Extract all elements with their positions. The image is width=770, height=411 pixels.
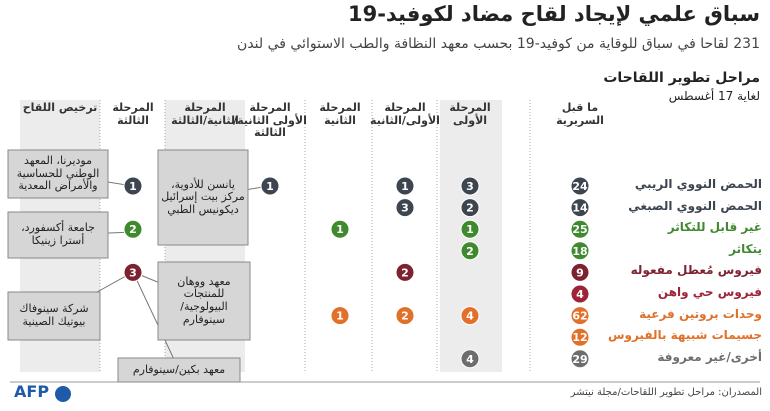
source: المصدران: مراحل تطوير اللقاحات/مجلة نيتش… xyxy=(570,387,762,398)
row-label: يتكاثر xyxy=(729,241,762,256)
count: 25 xyxy=(572,223,587,236)
row-label: أخرى/غير معروفة xyxy=(657,349,762,364)
count-circle xyxy=(570,262,590,282)
count: 12 xyxy=(572,331,587,344)
row-label: الحمض النووي الريبي xyxy=(634,177,762,191)
column-header: المرحلة الأولى/الثانية xyxy=(370,101,440,127)
count-circle xyxy=(570,284,590,304)
count-circle xyxy=(570,198,590,218)
row-label: وحدات بروتين فرعية xyxy=(639,306,762,321)
count-circle xyxy=(460,306,480,326)
count: 2 xyxy=(401,310,409,323)
row-label: الحمض النووي الصبغي xyxy=(628,198,762,213)
count: 1 xyxy=(336,310,344,323)
section-title: مراحل تطوير اللقاحات xyxy=(603,70,760,86)
count: 1 xyxy=(466,223,474,236)
logo-dot xyxy=(55,386,71,402)
count-circle xyxy=(570,176,590,196)
count: 2 xyxy=(401,266,409,279)
count-circle xyxy=(460,241,480,261)
count-circle xyxy=(395,198,415,218)
callout-text: معهد ووهان للمنتجات البيولوجية/ سينوفارم xyxy=(177,274,231,326)
count: 29 xyxy=(572,353,587,366)
count: 2 xyxy=(466,202,474,215)
count: 1 xyxy=(401,180,409,193)
callout-text: جامعة أكسفورد، أسترا زينيكا xyxy=(21,221,95,247)
callout-box xyxy=(157,149,249,246)
count: 1 xyxy=(266,180,274,193)
count-circle xyxy=(123,262,143,282)
count: 24 xyxy=(572,180,588,193)
count: 1 xyxy=(336,223,344,236)
count-circle xyxy=(570,241,590,261)
callout-box xyxy=(7,149,109,199)
date: لغاية 17 أغسطس xyxy=(668,89,760,103)
count: 18 xyxy=(572,245,587,258)
count-circle xyxy=(330,219,350,239)
callout-box xyxy=(157,261,251,341)
column-header: المرحلة الثانية xyxy=(319,101,361,127)
count-circle xyxy=(570,306,590,326)
count-circle xyxy=(260,176,280,196)
count: 4 xyxy=(576,288,584,301)
column-header: المرحلة الثانية/الثالثة xyxy=(171,101,239,127)
row-label: فيروس حي واهن xyxy=(657,285,762,299)
count-circle xyxy=(330,306,350,326)
count: 2 xyxy=(129,223,137,236)
callout-text: موديرنا، المعهد الوطني للحساسية والأمراض… xyxy=(16,154,100,193)
column-header: المرحلة الأولى الثانية/الثالثة xyxy=(233,101,307,140)
count: 3 xyxy=(401,202,409,215)
callout-leader xyxy=(132,271,180,371)
callout-text: معهد بكين/سينوفارم xyxy=(132,362,226,376)
subtitle: 231 لقاحا في سباق للوقاية من كوفيد-19 بح… xyxy=(237,36,760,52)
count-circle xyxy=(460,198,480,218)
count-circle xyxy=(460,219,480,239)
row-label: جسيمات شبيهة بالفيروس xyxy=(607,328,762,343)
logo: AFP xyxy=(14,382,50,401)
callout-text: يانسن للأدوية، مركز بيت إسرائيل ديكونيس … xyxy=(161,177,245,216)
count-circle xyxy=(570,349,590,369)
count-circle xyxy=(395,176,415,196)
title: سباق علمي لإيجاد لقاح مضاد لكوفيد-19 xyxy=(347,2,760,26)
count: 62 xyxy=(572,310,587,323)
count-circle xyxy=(395,262,415,282)
row-label: غير قابل للتكاثر xyxy=(667,220,762,235)
callout-box xyxy=(117,357,241,383)
column-header: المرحلة الثالثة xyxy=(112,101,154,127)
column-header: ترخيص اللقاح xyxy=(22,101,98,114)
count: 4 xyxy=(466,353,474,366)
column-header: ما قبل السريرية xyxy=(556,101,604,127)
count-circle xyxy=(123,219,143,239)
callout-box xyxy=(7,211,109,259)
count-circle xyxy=(460,176,480,196)
count: 2 xyxy=(466,245,474,258)
count: 1 xyxy=(129,180,137,193)
count: 4 xyxy=(466,310,474,323)
count: 3 xyxy=(466,180,474,193)
callout-box xyxy=(7,291,101,341)
count: 14 xyxy=(572,202,588,215)
count: 9 xyxy=(576,266,584,279)
row-label: فيروس مُعطل مفعوله xyxy=(630,263,762,278)
callout-text: شركة سينوفاك بيوتيك الصينية xyxy=(19,302,89,328)
count: 3 xyxy=(129,266,137,279)
count-circle xyxy=(123,176,143,196)
count-circle xyxy=(460,349,480,369)
count-circle xyxy=(395,306,415,326)
column-header: المرحلة الأولى xyxy=(449,101,491,127)
count-circle xyxy=(570,327,590,347)
count-circle xyxy=(570,219,590,239)
